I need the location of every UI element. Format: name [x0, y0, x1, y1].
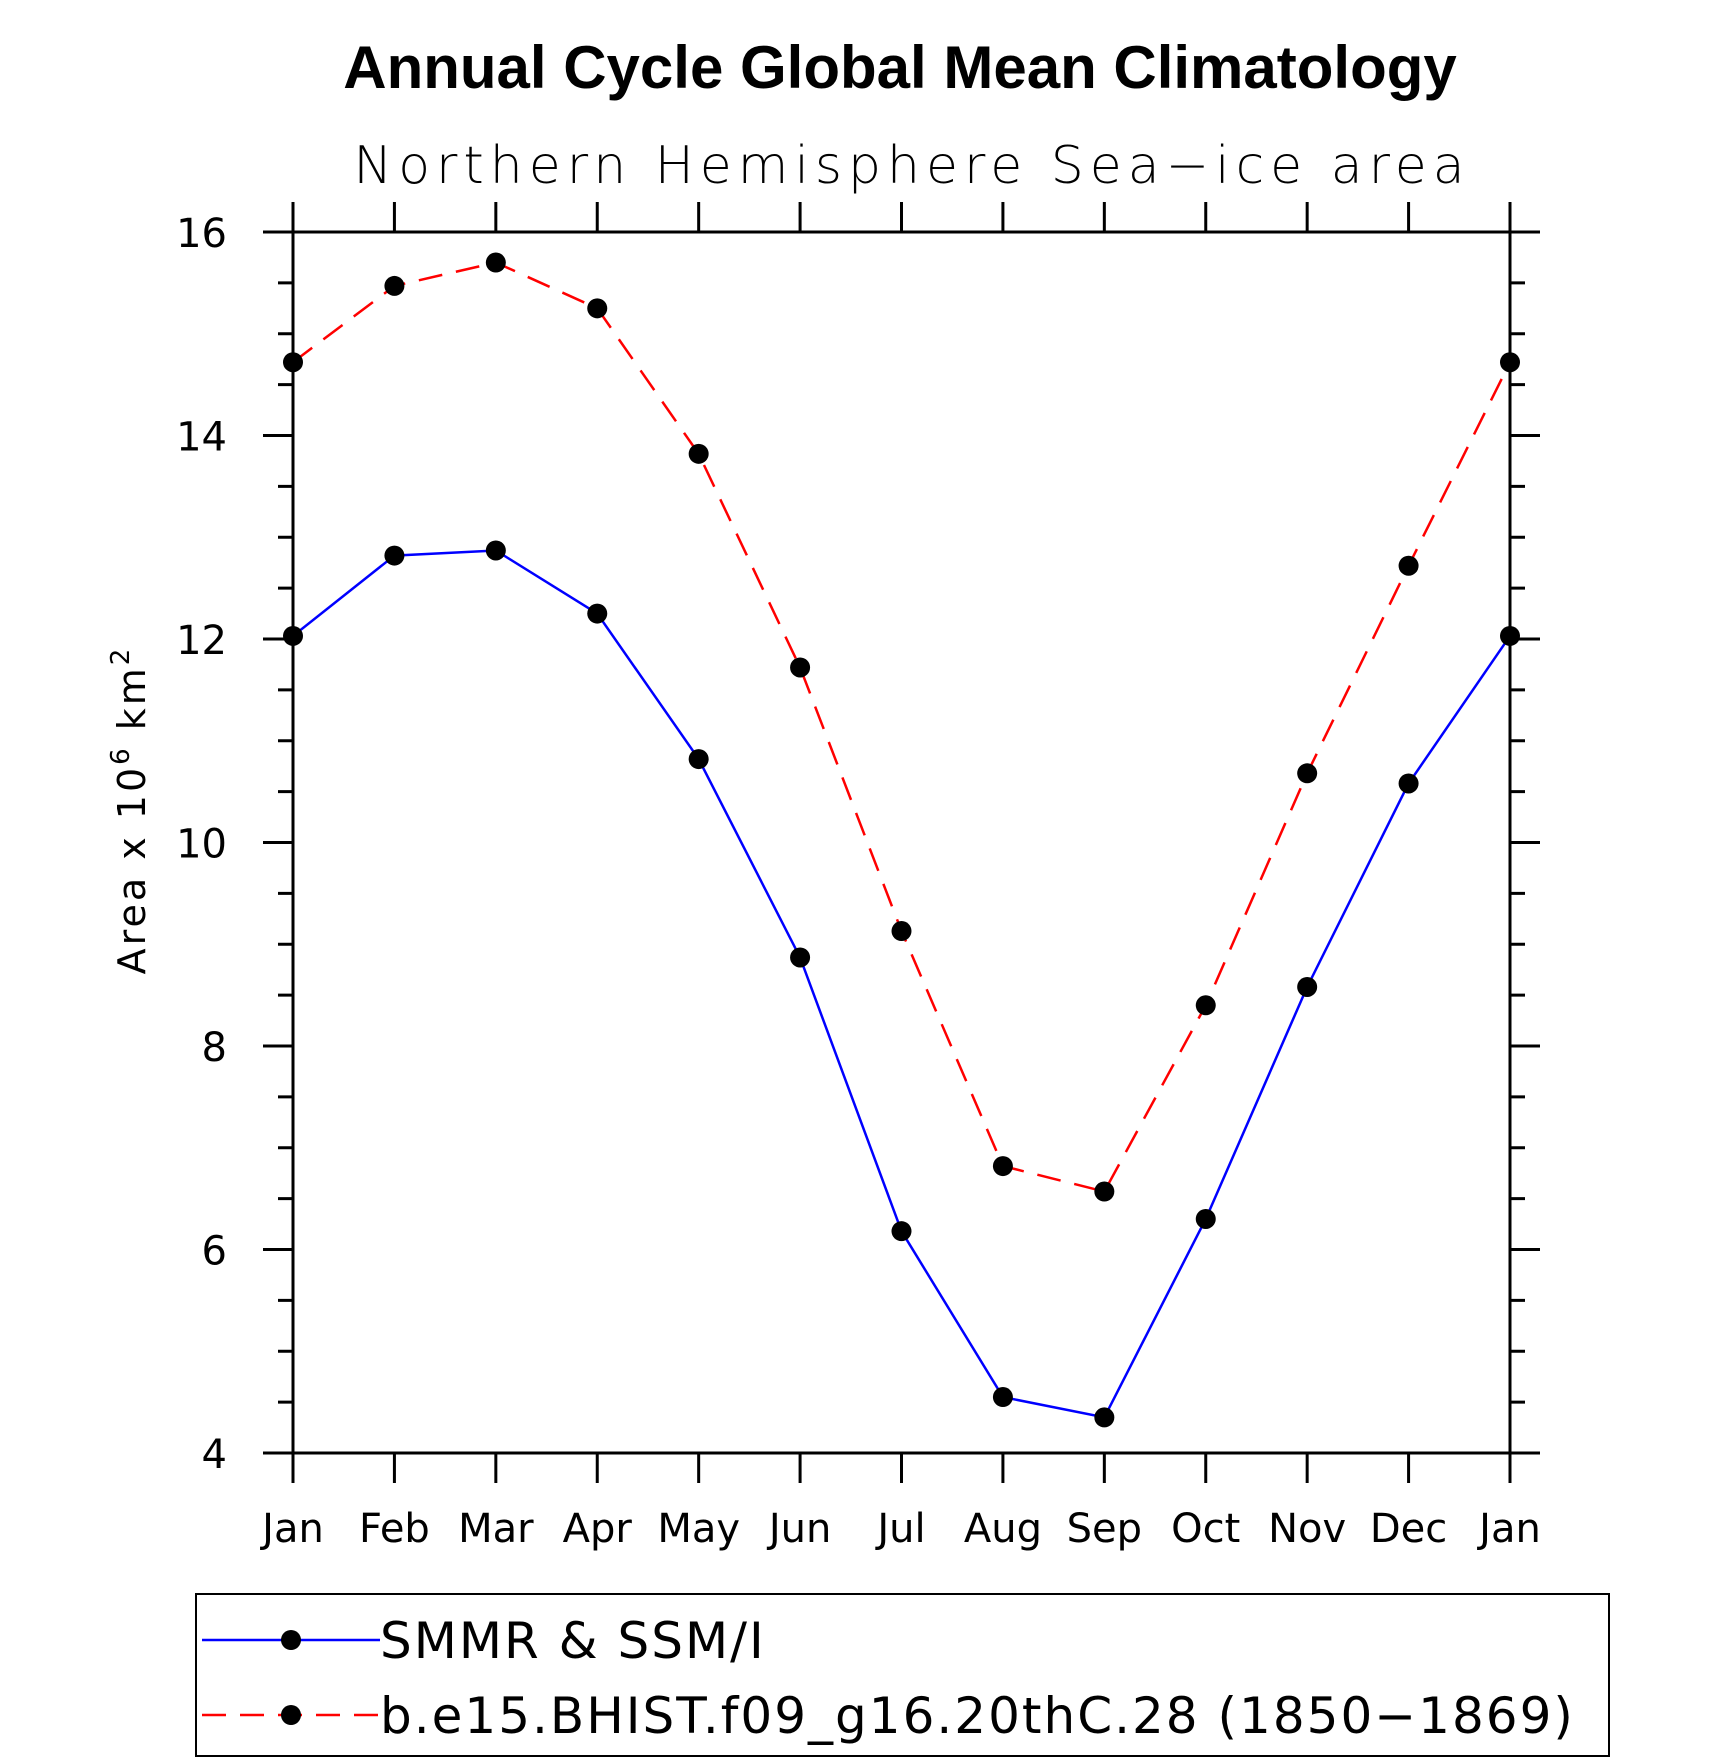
- y-axis-tick-labels: 4 6 8 10 12 14 16: [176, 211, 227, 1478]
- x-axis-tick-labels: Jan Feb Mar Apr May Jun Jul Aug Sep Oct Nov Dec Jan: [259, 1506, 1541, 1552]
- series-0-point: [1398, 773, 1419, 794]
- plot-frame: [291, 230, 1512, 1455]
- series-1-point: [688, 443, 709, 464]
- series-0-point: [688, 749, 709, 770]
- legend: SMMR & SSM/I b.e15.BHIST.f09_g16.20thC.2…: [195, 1593, 1610, 1757]
- y-tick-label: 6: [202, 1229, 227, 1275]
- y-tick-label: 10: [176, 822, 227, 868]
- series-1-point: [790, 657, 811, 678]
- series-layer: [283, 252, 1520, 1428]
- series-1-point: [1500, 352, 1520, 373]
- x-tick-label: Mar: [458, 1506, 534, 1552]
- y-tick-label: 8: [202, 1025, 227, 1071]
- series-1-point: [283, 352, 303, 373]
- series-0-point: [1500, 625, 1520, 646]
- x-tick-label: Aug: [964, 1506, 1042, 1552]
- series-0-point: [1297, 976, 1318, 997]
- series-1-point: [1195, 995, 1216, 1016]
- series-1-point: [1398, 555, 1419, 576]
- series-0-point: [485, 540, 506, 561]
- series-0-point: [1195, 1208, 1216, 1229]
- x-tick-label: Apr: [563, 1506, 633, 1552]
- series-1-point: [992, 1156, 1013, 1177]
- series-1-point: [384, 275, 405, 296]
- series-1-point: [587, 298, 608, 319]
- series-0-point: [790, 947, 811, 968]
- legend-box: [195, 1593, 1610, 1757]
- y-tick-label: 12: [176, 618, 227, 664]
- series-1-point: [1094, 1181, 1115, 1202]
- y-tick-label: 4: [202, 1432, 227, 1478]
- chart-subtitle: Northern Hemisphere Sea−ice area: [353, 136, 1470, 196]
- series-0-point: [384, 545, 405, 566]
- legend-marker-model: [281, 1705, 301, 1725]
- x-tick-label: Jan: [1476, 1506, 1541, 1552]
- x-tick-label: Feb: [359, 1506, 430, 1552]
- series-0-point: [891, 1221, 912, 1242]
- y-tick-label: 14: [176, 415, 227, 461]
- series-0-point: [992, 1387, 1013, 1408]
- axis-ticks: [263, 202, 1540, 1483]
- x-tick-label: Jun: [766, 1506, 832, 1552]
- y-tick-label: 16: [176, 211, 227, 257]
- series-line-1: [292, 261, 1512, 1193]
- x-tick-label: Jul: [874, 1506, 925, 1552]
- x-tick-label: Nov: [1268, 1506, 1346, 1552]
- legend-entry-smmr: SMMR & SSM/I: [202, 1612, 766, 1670]
- legend-entry-model: b.e15.BHIST.f09_g16.20thC.28 (1850−1869): [202, 1687, 1575, 1745]
- legend-label-smmr: SMMR & SSM/I: [380, 1612, 766, 1670]
- series-1-point: [1297, 763, 1318, 784]
- series-0-point: [1094, 1407, 1115, 1428]
- series-line-0: [292, 549, 1512, 1419]
- chart-title: Annual Cycle Global Mean Climatology: [343, 34, 1457, 101]
- series-1-point: [485, 252, 506, 273]
- x-tick-label: May: [657, 1506, 740, 1552]
- series-0-point: [283, 625, 303, 646]
- legend-label-model: b.e15.BHIST.f09_g16.20thC.28 (1850−1869): [380, 1687, 1575, 1745]
- series-0-point: [587, 603, 608, 624]
- x-tick-label: Jan: [259, 1506, 324, 1552]
- x-tick-label: Dec: [1370, 1506, 1447, 1552]
- y-axis-label: Area x 106 km2: [106, 646, 154, 975]
- plot-border: [291, 230, 1512, 1455]
- legend-marker-smmr: [281, 1630, 301, 1650]
- series-1-point: [891, 921, 912, 942]
- x-tick-label: Sep: [1067, 1506, 1142, 1552]
- x-tick-label: Oct: [1171, 1506, 1240, 1552]
